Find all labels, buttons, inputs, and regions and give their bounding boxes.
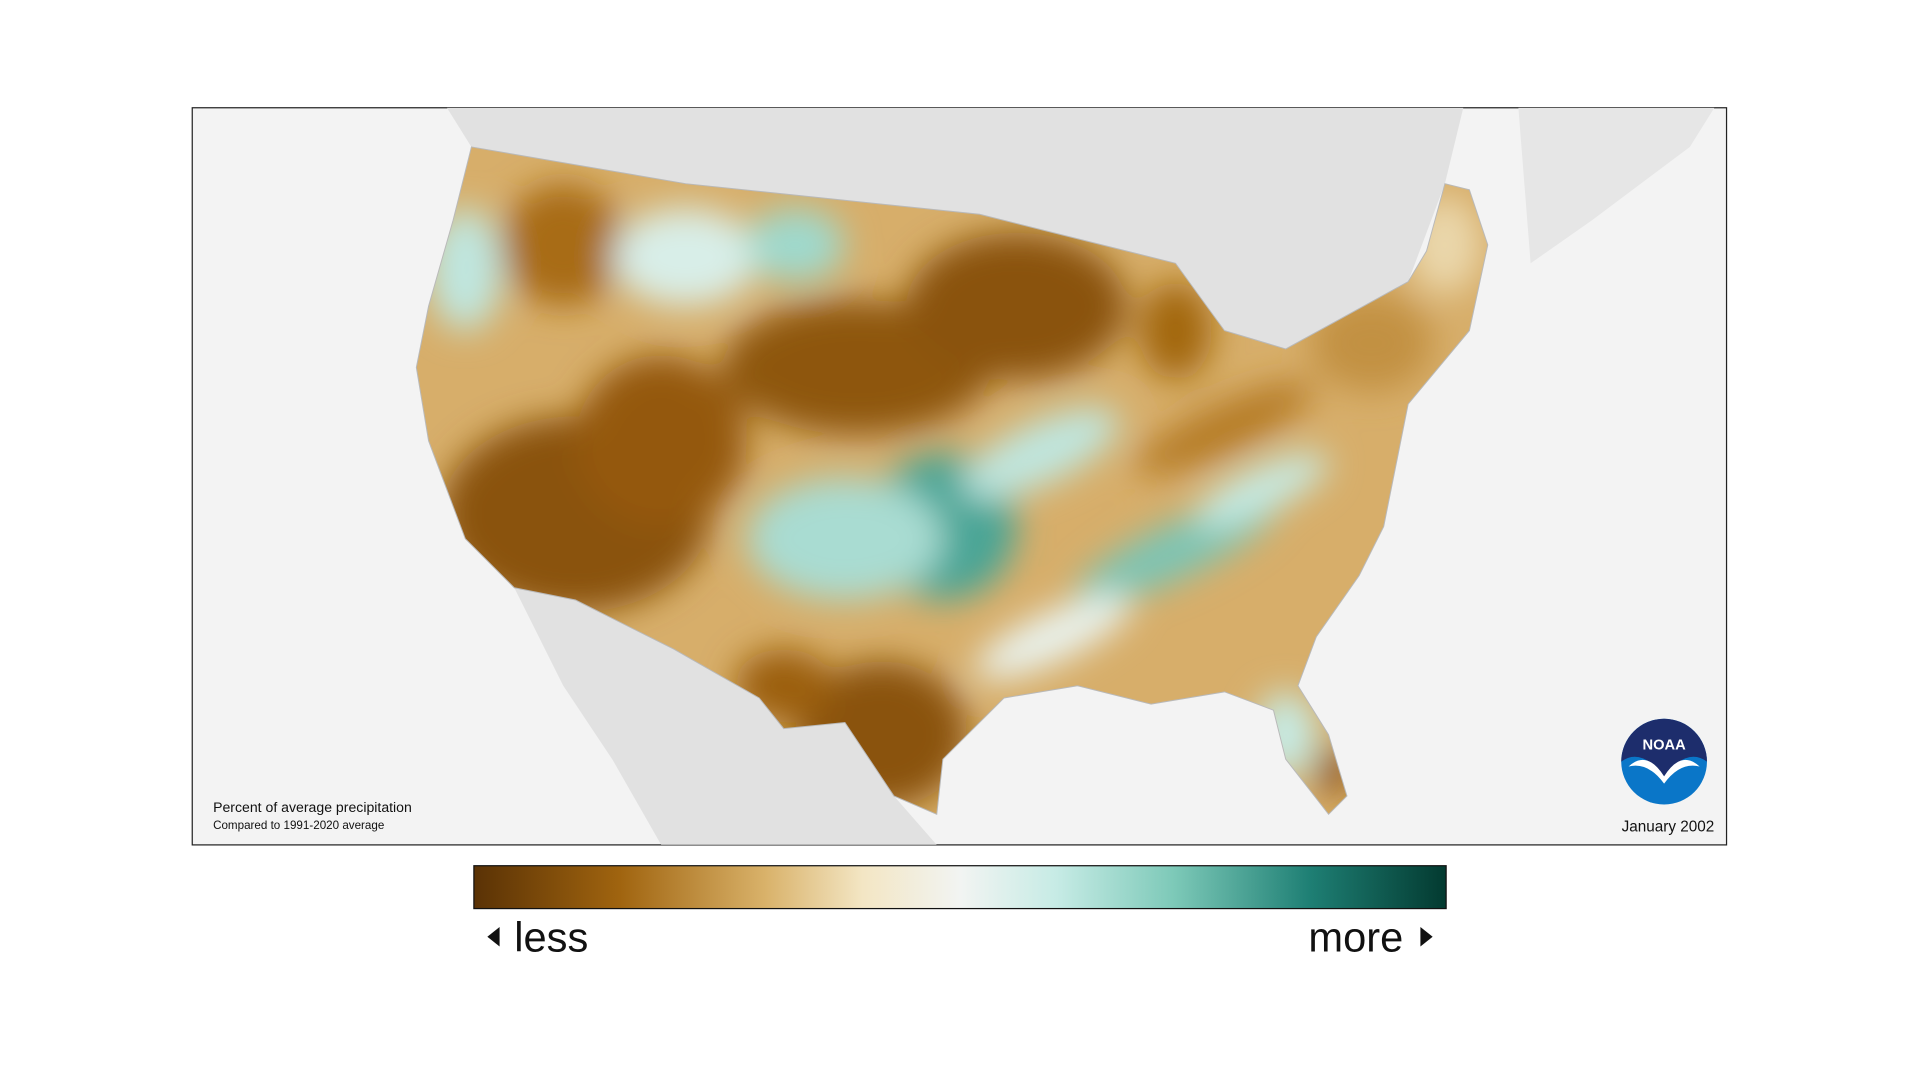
logo-text: NOAA xyxy=(1642,737,1686,753)
color-scale xyxy=(473,865,1447,910)
date-label: January 2002 xyxy=(1622,818,1715,835)
noaa-logo: NOAA xyxy=(1621,718,1707,805)
caption-subtitle: Compared to 1991-2020 average xyxy=(213,819,384,832)
canada xyxy=(446,107,1464,349)
less-arrow xyxy=(487,926,500,947)
map-layer: Percent of average precipitation Compare… xyxy=(191,107,1728,960)
more-arrow xyxy=(1420,926,1433,947)
caption-title: Percent of average precipitation xyxy=(213,799,412,815)
legend-high: more xyxy=(1308,913,1403,960)
us-outline xyxy=(415,146,1489,816)
atlantic-canada xyxy=(1518,107,1715,264)
mexico xyxy=(514,587,937,845)
legend-low: less xyxy=(514,913,588,960)
background-land xyxy=(446,107,1715,845)
